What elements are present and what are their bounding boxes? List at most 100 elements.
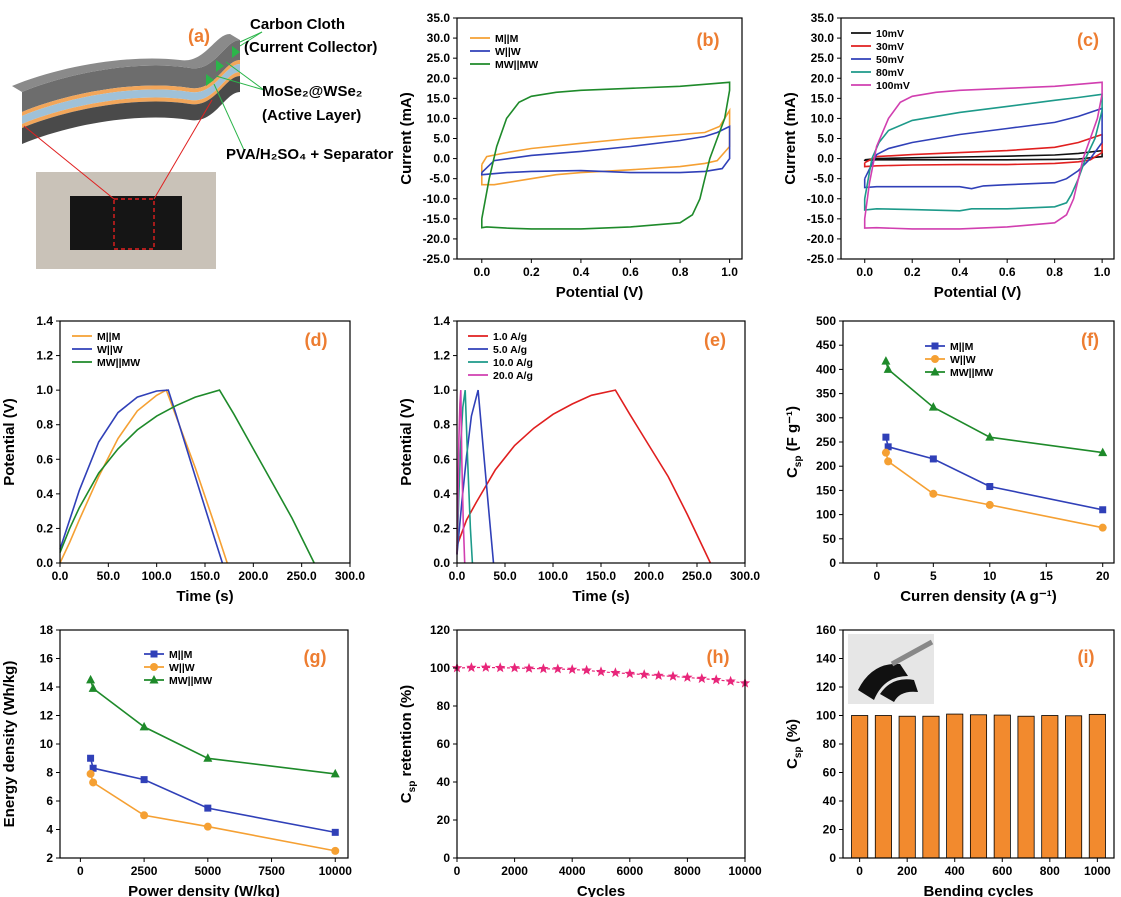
point-h-0-18 (711, 674, 722, 685)
point-h-0-5 (523, 662, 535, 673)
y-tick-label-0: 0.0 (433, 556, 450, 570)
annotation-current-collector: (Current Collector) (244, 39, 377, 56)
legend-marker-f-1 (931, 355, 939, 363)
point-h-0-4 (509, 662, 520, 673)
series-line-d-0 (59, 388, 228, 564)
y-tick-label-7: 350 (816, 387, 836, 401)
legend-label-c-0: 10mV (876, 28, 904, 40)
annotation-carbon-cloth: Carbon Cloth (250, 16, 345, 33)
y-tick-label-12: 35.0 (427, 11, 451, 25)
x-tick-label-4: 200.0 (238, 569, 268, 583)
y-tick-label-7: 10.0 (811, 111, 835, 125)
y-tick-label-4: 0.8 (36, 418, 53, 432)
point-g-1-1 (89, 778, 98, 787)
legend-label-d-2: MW||MW (97, 357, 140, 369)
y-tick-label-8: 15.0 (427, 91, 451, 105)
point-f-2-4 (1098, 447, 1108, 457)
legend-label-d-1: W||W (97, 344, 123, 356)
series-line-h-0 (456, 666, 746, 684)
y-tick-label-4: 0.8 (433, 418, 450, 432)
x-tick-label-0: 0 (856, 864, 863, 878)
y-tick-label-10: 25.0 (427, 51, 451, 65)
legend-label-b-1: W||W (495, 46, 521, 58)
x-tick-label-5: 250.0 (287, 569, 317, 583)
y-tick-label-6: 5.0 (433, 132, 450, 146)
y-tick-label-4: -5.0 (429, 172, 450, 186)
point-f-1-0 (881, 448, 890, 457)
y-tick-label-5: 100 (816, 709, 836, 723)
annotation-electrolyte: PVA/H₂SO₄ + Separator (226, 146, 393, 163)
y-tick-label-6: 14 (40, 680, 54, 694)
bar-5 (969, 714, 988, 859)
panel-label-f: (f) (1081, 330, 1099, 350)
y-axis-label-e: Potential (V) (398, 398, 415, 486)
point-f-0-4 (1099, 506, 1107, 514)
x-tick-label-4: 10000 (319, 864, 353, 878)
x-tick-label-0: 0 (77, 864, 84, 878)
point-g-0-0 (87, 754, 95, 762)
y-tick-label-1: -20.0 (423, 232, 451, 246)
x-axis-label-d: Time (s) (176, 588, 233, 605)
y-tick-label-1: 0.2 (433, 521, 450, 535)
y-tick-label-2: 100 (816, 508, 836, 522)
x-tick-label-0: 0 (454, 864, 461, 878)
y-tick-label-7: 1.4 (36, 314, 53, 328)
y-tick-label-3: -10.0 (423, 192, 451, 206)
series-line-g-1 (89, 773, 336, 852)
y-tick-label-1: 20 (437, 813, 451, 827)
chart-b: 0.0 0.2 0.4 0.6 0.8 1.0 -25.0 -20.0 -15.0 -10.0 -5… (398, 11, 743, 301)
legend-marker-g-1 (150, 663, 158, 671)
y-axis-label-i: Csp (%) (784, 719, 804, 769)
y-tick-label-0: 0 (443, 851, 450, 865)
x-tick-label-2: 5000 (194, 864, 221, 878)
y-tick-label-1: -20.0 (807, 232, 835, 246)
x-tick-label-0: 0.0 (473, 265, 490, 279)
y-tick-label-6: 300 (816, 411, 836, 425)
point-g-0-1 (89, 764, 97, 772)
legend-label-c-2: 50mV (876, 54, 904, 66)
legend-label-f-1: W||W (950, 354, 976, 366)
legend-label-g-1: W||W (169, 662, 195, 674)
x-tick-label-3: 15 (1040, 569, 1054, 583)
x-tick-label-3: 150.0 (586, 569, 616, 583)
legend-marker-f-0 (931, 342, 939, 350)
y-tick-label-6: 120 (816, 680, 836, 694)
point-h-0-16 (682, 672, 693, 682)
point-f-2-1 (883, 364, 893, 373)
point-h-0-19 (725, 675, 736, 686)
point-h-0-9 (581, 664, 592, 675)
point-f-0-1 (884, 443, 892, 451)
point-h-0-3 (495, 662, 506, 673)
y-tick-label-3: 60 (823, 766, 837, 780)
y-tick-label-8: 160 (816, 623, 836, 637)
bar-7 (1017, 715, 1035, 859)
device-layers-illustration (12, 34, 240, 144)
x-tick-label-4: 0.8 (672, 265, 689, 279)
y-tick-label-3: 0.6 (433, 452, 450, 466)
chart-panels: 0.0 0.2 0.4 0.6 0.8 1.0 -25.0 -20.0 -15.0 -10.0 -5… (1, 11, 1115, 897)
x-tick-label-3: 7500 (258, 864, 285, 878)
chart-d: 0.0 50.0 100.0 150.0 200.0 250.0 300.0 0.0 0.2 0.… (1, 314, 365, 605)
y-tick-label-5: 1.0 (433, 383, 450, 397)
legend-label-g-2: MW||MW (169, 675, 212, 687)
point-f-0-3 (986, 483, 994, 491)
y-tick-label-10: 500 (816, 314, 836, 328)
x-tick-label-1: 50.0 (493, 569, 517, 583)
legend-label-b-2: MW||MW (495, 59, 538, 71)
y-tick-label-9: 450 (816, 338, 836, 352)
series-line-e-0 (456, 389, 712, 564)
panel-a-schematic: (a) Carbon Cloth (Current Collector) MoS… (12, 16, 393, 269)
x-tick-label-1: 200 (897, 864, 917, 878)
y-tick-label-3: 150 (816, 483, 836, 497)
panel-label-b: (b) (697, 30, 720, 50)
y-tick-label-6: 120 (430, 623, 450, 637)
y-tick-label-7: 10.0 (427, 111, 451, 125)
legend-marker-f-2 (930, 367, 940, 376)
x-axis-label-e: Time (s) (572, 588, 629, 605)
y-tick-label-2: 0.4 (433, 487, 450, 501)
legend-label-b-0: M||M (495, 33, 519, 45)
y-tick-label-2: -15.0 (423, 212, 451, 226)
x-tick-label-0: 0.0 (52, 569, 69, 583)
y-tick-label-5: 100 (430, 661, 450, 675)
